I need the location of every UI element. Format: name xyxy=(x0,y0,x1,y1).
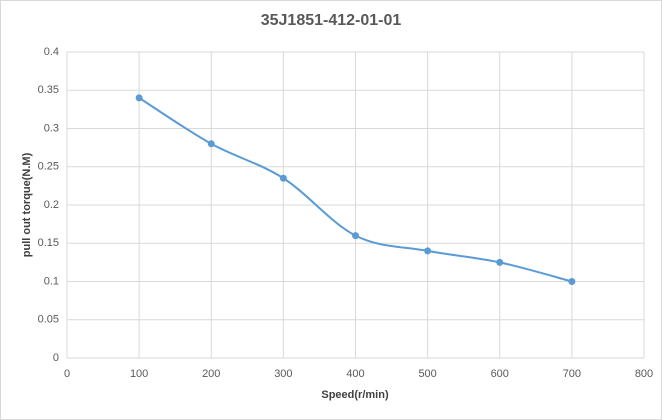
data-point xyxy=(135,94,143,102)
y-tick-label: 0.1 xyxy=(44,275,59,287)
x-tick-label: 100 xyxy=(130,368,148,380)
y-tick-label: 0.2 xyxy=(44,199,59,211)
x-tick-label: 800 xyxy=(635,368,653,380)
x-tick-label: 300 xyxy=(274,368,292,380)
y-tick-label: 0.15 xyxy=(38,237,59,249)
y-tick-label: 0.35 xyxy=(38,84,59,96)
chart-title: 35J1851-412-01-01 xyxy=(261,12,402,29)
data-point xyxy=(496,258,504,266)
x-tick-label: 200 xyxy=(202,368,220,380)
x-tick-label: 600 xyxy=(491,368,509,380)
x-axis-label: Speed(r/min) xyxy=(321,389,389,401)
y-tick-label: 0.3 xyxy=(44,122,59,134)
x-tick-label: 700 xyxy=(563,368,581,380)
x-tick-label: 0 xyxy=(64,368,70,380)
x-tick-label: 500 xyxy=(418,368,436,380)
data-point xyxy=(568,278,576,285)
data-point xyxy=(352,232,359,240)
y-tick-label: 0.25 xyxy=(38,161,59,173)
data-point xyxy=(279,174,287,182)
data-point xyxy=(424,247,432,255)
y-tick-label: 0.4 xyxy=(44,46,59,58)
y-tick-label: 0 xyxy=(53,352,59,364)
y-tick-label: 0.05 xyxy=(38,314,59,326)
data-point xyxy=(207,140,215,148)
y-axis-label: pull out torque(N.M) xyxy=(21,152,33,257)
x-tick-label: 400 xyxy=(346,368,364,380)
